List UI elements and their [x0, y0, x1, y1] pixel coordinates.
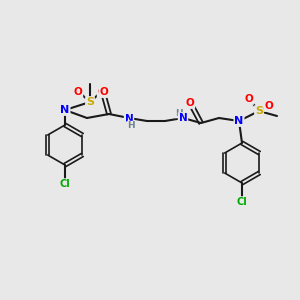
Text: O: O [98, 87, 106, 97]
Text: Cl: Cl [60, 179, 70, 189]
Text: O: O [244, 94, 253, 104]
Text: S: S [86, 97, 94, 107]
Text: N: N [60, 105, 70, 115]
Text: O: O [74, 87, 82, 97]
Text: N: N [234, 116, 244, 126]
Text: O: O [265, 101, 273, 111]
Text: S: S [255, 106, 263, 116]
Text: N: N [124, 114, 134, 124]
Text: O: O [100, 87, 108, 97]
Text: Cl: Cl [237, 197, 248, 207]
Text: H: H [175, 109, 183, 118]
Text: O: O [186, 98, 194, 108]
Text: H: H [127, 122, 135, 130]
Text: N: N [178, 113, 188, 123]
